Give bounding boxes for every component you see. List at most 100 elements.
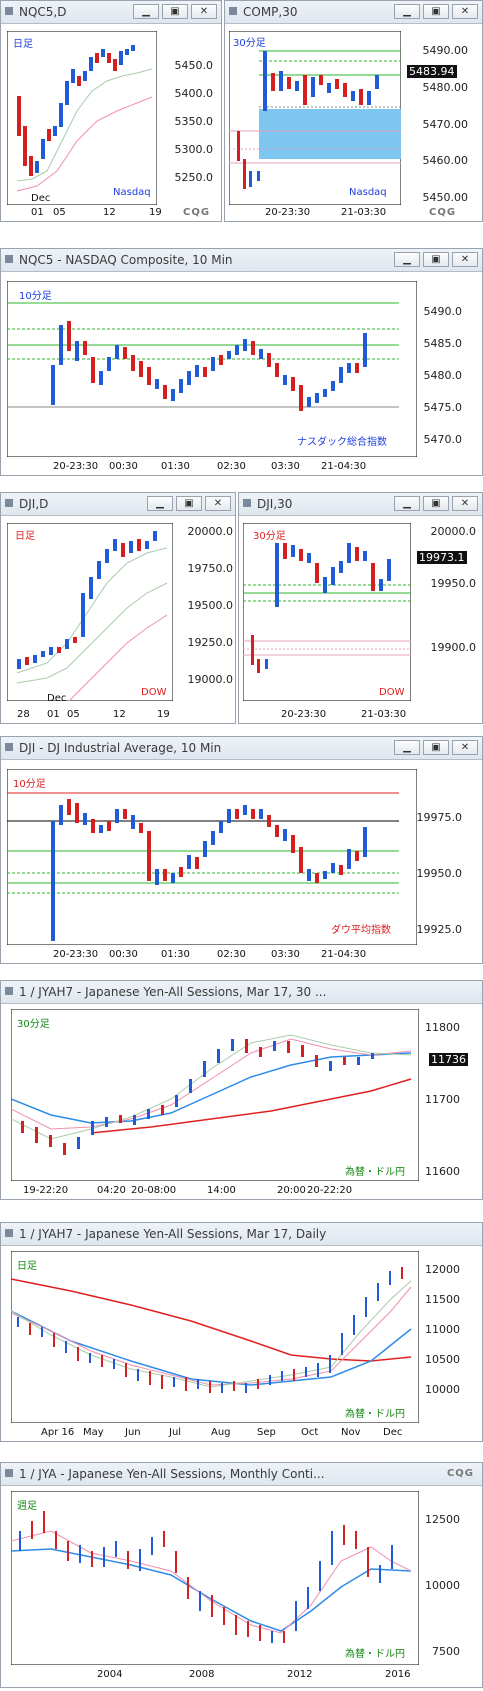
minimize-button[interactable]: ▁: [394, 4, 420, 19]
titlebar[interactable]: COMP,30 ▁ ▣ ✕: [225, 1, 482, 24]
y-tick: 19900.0: [430, 641, 477, 654]
y-tick: 7500: [432, 1645, 460, 1658]
close-button[interactable]: ✕: [452, 252, 478, 267]
window-dji-daily[interactable]: DJI,D ▁ ▣ ✕: [0, 492, 236, 724]
window-menu-icon[interactable]: [5, 499, 13, 507]
titlebar[interactable]: 1 / JYA - Japanese Yen-All Sessions, Mon…: [1, 1463, 482, 1486]
x-tick: Aug: [211, 1427, 231, 1438]
window-title: DJI,D: [19, 497, 49, 511]
price-chart[interactable]: [7, 281, 417, 457]
window-nqc5-10min[interactable]: NQC5 - NASDAQ Composite, 10 Min ▁ ▣ ✕: [0, 248, 483, 476]
minimize-button[interactable]: ▁: [147, 496, 173, 511]
x-tick: 2016: [385, 1669, 411, 1680]
y-tick: 5480.0: [423, 369, 463, 382]
window-jyah7-daily[interactable]: 1 / JYAH7 - Japanese Yen-All Sessions, M…: [0, 1222, 483, 1442]
x-tick: 12: [103, 207, 116, 218]
titlebar[interactable]: NQC5 - NASDAQ Composite, 10 Min ▁ ▣ ✕: [1, 249, 482, 272]
restore-button[interactable]: ▣: [162, 4, 188, 19]
window-menu-icon[interactable]: [5, 743, 13, 751]
price-chart[interactable]: [7, 523, 173, 701]
y-tick: 11600: [425, 1165, 460, 1178]
restore-button[interactable]: ▣: [423, 252, 449, 267]
window-menu-icon[interactable]: [243, 499, 251, 507]
y-tick: 10000: [425, 1383, 460, 1396]
x-tick: 2012: [287, 1669, 313, 1680]
price-chart[interactable]: [11, 1009, 419, 1181]
window-dji-10min[interactable]: DJI - DJ Industrial Average, 10 Min ▁ ▣ …: [0, 736, 483, 964]
timeframe-label: 30分足: [253, 531, 286, 542]
x-tick: 12: [113, 709, 126, 720]
timeframe-label: 10分足: [13, 779, 46, 790]
window-menu-icon[interactable]: [5, 987, 13, 995]
x-tick: 01:30: [161, 949, 190, 960]
x-tick: 28: [17, 709, 30, 720]
restore-button[interactable]: ▣: [176, 496, 202, 511]
window-title: 1 / JYAH7 - Japanese Yen-All Sessions, M…: [19, 1227, 327, 1241]
x-tick: 19-22:20: [23, 1185, 69, 1196]
x-tick: Apr 16: [41, 1427, 75, 1438]
y-tick: 11700: [425, 1093, 460, 1106]
y-tick: 5475.0: [423, 401, 463, 414]
titlebar[interactable]: NQC5,D ▁ ▣ ✕: [1, 1, 221, 24]
candle-strip: [17, 1267, 403, 1393]
window-dji-30min[interactable]: DJI,30 ▁ ▣ ✕ 30分足 DOW 20000.0: [238, 492, 483, 724]
close-button[interactable]: ✕: [452, 4, 478, 19]
minimize-button[interactable]: ▁: [394, 740, 420, 755]
minimize-button[interactable]: ▁: [133, 4, 159, 19]
timeframe-label: 日足: [15, 531, 35, 542]
window-menu-icon[interactable]: [5, 1229, 13, 1237]
titlebar[interactable]: DJI,D ▁ ▣ ✕: [1, 493, 235, 516]
x-tick: 03:30: [271, 949, 300, 960]
price-chart[interactable]: [11, 1251, 419, 1423]
y-tick: 10500: [425, 1353, 460, 1366]
y-tick: 19000.0: [187, 673, 234, 686]
x-tick: Dec: [383, 1427, 403, 1438]
instrument-label: ナスダック総合指数: [297, 437, 387, 448]
close-button[interactable]: ✕: [191, 4, 217, 19]
titlebar[interactable]: 1 / JYAH7 - Japanese Yen-All Sessions, M…: [1, 1223, 482, 1246]
window-jya-monthly[interactable]: 1 / JYA - Japanese Yen-All Sessions, Mon…: [0, 1462, 483, 1688]
close-button[interactable]: ✕: [452, 740, 478, 755]
restore-button[interactable]: ▣: [423, 740, 449, 755]
window-nqc5-daily[interactable]: NQC5,D ▁ ▣ ✕: [0, 0, 222, 222]
x-tick: 05: [53, 207, 66, 218]
price-chart[interactable]: [229, 31, 401, 205]
y-tick: 10000: [425, 1579, 460, 1592]
minimize-button[interactable]: ▁: [394, 252, 420, 267]
x-tick: 20-23:30: [53, 949, 99, 960]
x-tick: 03:30: [271, 461, 300, 472]
instrument-label: 為替・ドル円: [345, 1649, 405, 1660]
y-tick: 5470.00: [422, 118, 469, 131]
y-tick: 5485.0: [423, 337, 463, 350]
x-tick: 05: [67, 709, 80, 720]
y-tick: 5480.00: [422, 81, 469, 94]
minimize-button[interactable]: ▁: [394, 496, 420, 511]
instrument-label: 為替・ドル円: [345, 1167, 405, 1178]
titlebar[interactable]: DJI,30 ▁ ▣ ✕: [239, 493, 482, 516]
price-chart[interactable]: [243, 523, 411, 701]
window-menu-icon[interactable]: [5, 7, 13, 15]
restore-button[interactable]: ▣: [423, 4, 449, 19]
y-tick: 20000.0: [187, 525, 234, 538]
x-tick: 00:30: [109, 949, 138, 960]
cqg-logo: CQG: [183, 207, 211, 218]
x-tick: 20-23:30: [265, 207, 311, 218]
x-tick: 19: [149, 207, 162, 218]
restore-button[interactable]: ▣: [423, 496, 449, 511]
window-comp-30min[interactable]: COMP,30 ▁ ▣ ✕ 30分足: [224, 0, 483, 222]
window-menu-icon[interactable]: [5, 255, 13, 263]
window-menu-icon[interactable]: [5, 1469, 13, 1477]
titlebar[interactable]: DJI - DJ Industrial Average, 10 Min ▁ ▣ …: [1, 737, 482, 760]
close-button[interactable]: ✕: [452, 496, 478, 511]
y-tick: 5490.0: [423, 305, 463, 318]
close-button[interactable]: ✕: [205, 496, 231, 511]
x-tick: Sep: [257, 1427, 276, 1438]
timeframe-label: 30分足: [17, 1019, 50, 1030]
price-chart[interactable]: [11, 1491, 419, 1665]
window-menu-icon[interactable]: [229, 7, 237, 15]
price-chart[interactable]: [7, 769, 417, 945]
window-jyah7-30min[interactable]: 1 / JYAH7 - Japanese Yen-All Sessions, M…: [0, 980, 483, 1200]
titlebar[interactable]: 1 / JYAH7 - Japanese Yen-All Sessions, M…: [1, 981, 482, 1004]
price-chart[interactable]: [7, 31, 157, 205]
instrument-label: DOW: [379, 687, 405, 698]
